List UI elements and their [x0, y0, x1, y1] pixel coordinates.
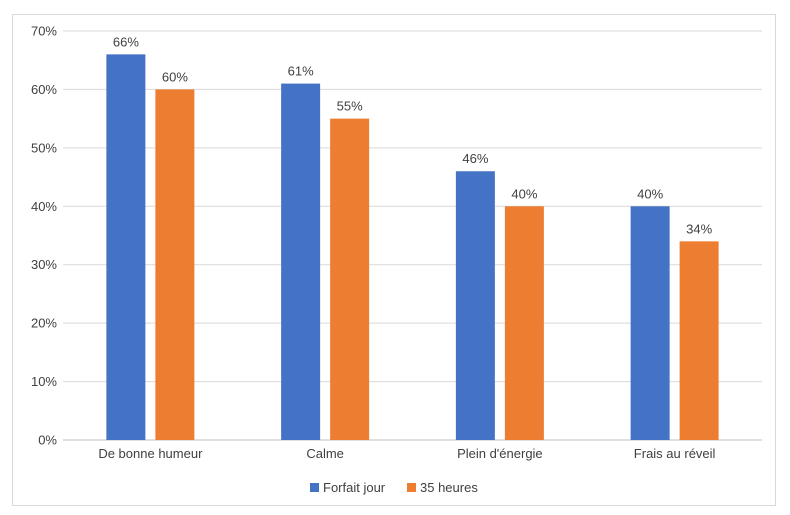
x-category-label: Plein d'énergie: [457, 446, 543, 461]
bar-35-heures-3: [679, 241, 719, 440]
legend-swatch-forfait-jour: [310, 483, 319, 492]
data-label: 55%: [337, 99, 363, 114]
data-label: 34%: [686, 221, 712, 236]
x-axis: De bonne humeur Calme Plein d'énergie Frais…: [98, 446, 715, 461]
bar-forfait-jour-0: [106, 54, 146, 440]
data-label: 40%: [637, 186, 663, 201]
y-tick-label: 30%: [31, 257, 57, 272]
x-category-label: Calme: [306, 446, 344, 461]
data-label: 60%: [162, 69, 188, 84]
bar-forfait-jour-2: [455, 171, 495, 440]
data-label: 46%: [462, 151, 488, 166]
bar-35-heures-1: [330, 118, 370, 441]
bar-forfait-jour-1: [281, 83, 321, 440]
x-category-label: De bonne humeur: [98, 446, 203, 461]
data-label: 40%: [511, 186, 537, 201]
data-label: 61%: [288, 64, 314, 79]
data-labels: 66% 60% 61% 55% 46% 40% 40% 34%: [113, 34, 713, 236]
x-category-label: Frais au réveil: [634, 446, 716, 461]
y-tick-label: 60%: [31, 82, 57, 97]
y-tick-label: 40%: [31, 199, 57, 214]
y-tick-label: 0%: [38, 433, 57, 448]
legend: Forfait jour 35 heures: [310, 480, 478, 495]
bars: [106, 54, 719, 441]
bar-35-heures-2: [504, 206, 544, 440]
y-tick-label: 50%: [31, 140, 57, 155]
legend-label: 35 heures: [420, 480, 478, 495]
y-tick-label: 70%: [31, 24, 57, 39]
bar-35-heures-0: [155, 89, 195, 440]
legend-label: Forfait jour: [323, 480, 386, 495]
y-axis: 0% 10% 20% 30% 40% 50% 60% 70%: [31, 24, 57, 448]
data-label: 66%: [113, 34, 139, 49]
bar-forfait-jour-3: [630, 206, 670, 440]
y-tick-label: 10%: [31, 374, 57, 389]
legend-swatch-35-heures: [407, 483, 416, 492]
y-tick-label: 20%: [31, 316, 57, 331]
